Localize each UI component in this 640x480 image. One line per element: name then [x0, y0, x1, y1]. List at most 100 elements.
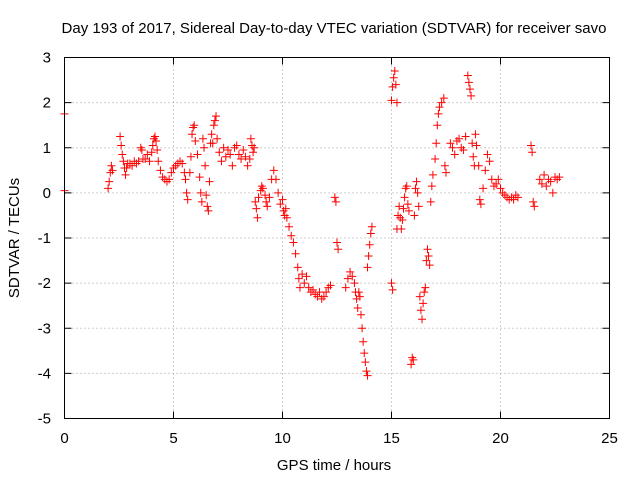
y-tick-label: -2 [38, 275, 51, 292]
data-point [271, 175, 280, 184]
data-point [412, 177, 421, 186]
data-point [388, 285, 397, 294]
data-point [118, 150, 127, 159]
data-point [432, 139, 441, 148]
data-point [121, 170, 130, 179]
data-point [253, 213, 262, 222]
x-tick-label: 20 [492, 430, 509, 447]
x-tick-label: 15 [383, 430, 400, 447]
data-point [483, 150, 492, 159]
data-point [282, 213, 291, 222]
x-tick-label: 25 [601, 430, 618, 447]
x-axis-tick-labels: 0 5 10 15 20 25 [60, 430, 618, 447]
data-point [359, 337, 368, 346]
axis-ticks [64, 57, 610, 419]
data-point [341, 283, 350, 292]
data-point [420, 288, 429, 297]
data-point [295, 283, 304, 292]
data-point [304, 283, 313, 292]
data-point [117, 141, 126, 150]
data-point [276, 200, 285, 209]
grid [64, 57, 610, 419]
data-point [404, 206, 413, 215]
data-point [540, 170, 549, 179]
data-point [224, 146, 232, 155]
data-point [433, 121, 442, 130]
data-point [363, 263, 372, 272]
data-point [398, 215, 407, 224]
data-point [243, 161, 252, 170]
data-point [399, 204, 408, 213]
data-point [150, 132, 159, 141]
data-point [409, 355, 418, 364]
data-point [197, 197, 206, 206]
data-point [212, 112, 221, 121]
data-point [356, 310, 365, 319]
x-tick-label: 5 [169, 430, 177, 447]
data-point [439, 94, 448, 103]
data-point [147, 148, 156, 157]
data-point [249, 148, 258, 157]
data-point [392, 98, 401, 107]
data-point [116, 132, 125, 141]
data-point [362, 367, 371, 376]
data-point [360, 349, 369, 358]
data-point [221, 152, 230, 161]
data-point [261, 191, 270, 200]
data-point [208, 139, 217, 148]
data-point [355, 292, 364, 301]
data-points [60, 67, 564, 380]
data-point [207, 130, 216, 139]
data-point [251, 197, 260, 206]
data-point [182, 188, 191, 197]
data-point [148, 141, 157, 150]
data-point [527, 141, 536, 150]
data-point [294, 274, 303, 283]
y-axis-label: SDTVAR / TECUs [6, 178, 23, 298]
data-point [186, 152, 195, 161]
data-point [246, 134, 255, 143]
data-point [198, 134, 207, 143]
data-point [459, 146, 468, 155]
data-point [411, 184, 420, 193]
data-point [285, 222, 294, 231]
data-point [475, 195, 484, 204]
x-tick-label: 0 [60, 430, 68, 447]
x-tick-label: 10 [274, 430, 291, 447]
data-point [348, 272, 357, 281]
data-point [265, 193, 274, 202]
data-point [191, 136, 200, 145]
data-point [513, 193, 522, 202]
data-point [334, 245, 343, 254]
data-point [210, 116, 219, 125]
data-point [201, 161, 210, 170]
data-point [537, 179, 546, 188]
data-point [366, 229, 375, 238]
data-point [387, 279, 396, 288]
data-point [427, 182, 436, 191]
data-point [291, 249, 300, 258]
data-point [450, 150, 459, 159]
data-point [156, 166, 165, 175]
data-point [423, 245, 432, 254]
y-tick-label: 2 [43, 95, 51, 112]
data-point [185, 168, 194, 177]
data-point [509, 195, 518, 204]
data-point [435, 103, 444, 112]
data-point [461, 132, 470, 141]
data-point [181, 175, 190, 184]
data-point [424, 252, 433, 261]
data-point [469, 152, 478, 161]
data-point [237, 155, 246, 164]
data-point [215, 148, 224, 157]
data-point [178, 159, 187, 168]
data-point [226, 150, 235, 159]
chart-title: Day 193 of 2017, Sidereal Day-to-day VTE… [62, 20, 607, 37]
data-point [188, 130, 197, 139]
data-point [165, 175, 174, 184]
data-point [496, 184, 505, 193]
data-point [413, 188, 422, 197]
data-point [217, 157, 226, 166]
